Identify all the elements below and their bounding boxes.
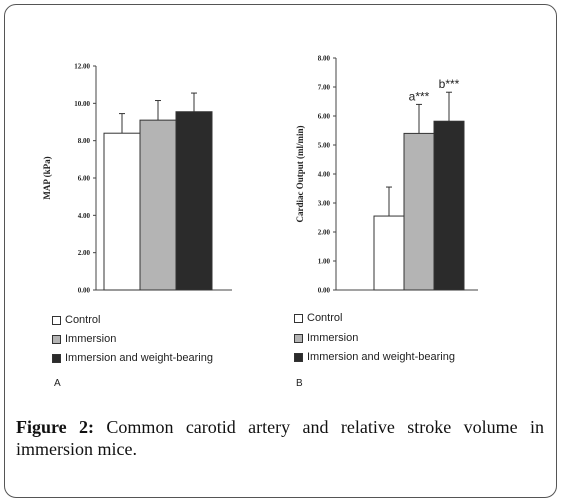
panel-a-bar bbox=[103, 132, 141, 291]
panel-b-tick-label: 6.00 bbox=[318, 113, 331, 121]
panel-b-bar bbox=[373, 215, 405, 291]
panel-a-bar bbox=[139, 119, 177, 291]
legend-item-weight-bearing-b: Immersion and weight-bearing bbox=[294, 351, 455, 363]
panel-a-tick-label: 4.00 bbox=[78, 212, 91, 220]
panel-label-b: B bbox=[296, 378, 303, 389]
caption-text: Common carotid artery and relative strok… bbox=[16, 417, 545, 459]
panel-b-tick-label: 1.00 bbox=[318, 258, 331, 266]
figure-frame bbox=[4, 4, 557, 498]
legend-item-control-a: Control bbox=[52, 314, 100, 326]
legend-swatch bbox=[294, 313, 303, 323]
panel-a-y-axis-label: MAP (kPa) bbox=[42, 156, 52, 199]
panel-a-tick-label: 8.00 bbox=[78, 137, 91, 145]
legend-label: Immersion bbox=[307, 332, 359, 344]
legend-swatch bbox=[294, 352, 303, 362]
legend-item-control-b: Control bbox=[294, 312, 342, 324]
legend-label: Immersion and weight-bearing bbox=[307, 351, 455, 363]
panel-b-tick-label: 7.00 bbox=[318, 84, 331, 92]
figure-caption: Figure 2: Common carotid artery and rela… bbox=[16, 416, 544, 460]
panel-a-bar bbox=[175, 111, 213, 291]
panel-b-tick-label: 5.00 bbox=[318, 142, 331, 150]
panel-b-tick-label: 0.00 bbox=[318, 287, 331, 295]
panel-b-bar bbox=[433, 120, 465, 291]
legend-item-weight-bearing-a: Immersion and weight-bearing bbox=[52, 352, 213, 364]
panel-b-y-axis-label: Cardiac Output (ml/min) bbox=[295, 125, 305, 222]
panel-a-tick-label: 12.00 bbox=[74, 63, 90, 71]
panel-b-tick-label: 3.00 bbox=[318, 200, 331, 208]
legend-item-immersion-b: Immersion bbox=[294, 332, 358, 344]
panel-a-tick-label: 10.00 bbox=[74, 100, 90, 108]
panel-b-significance-label: a*** bbox=[409, 89, 430, 103]
caption-label: Figure 2: bbox=[16, 417, 95, 437]
legend-swatch bbox=[52, 334, 61, 344]
legend-item-immersion-a: Immersion bbox=[52, 333, 116, 345]
legend-swatch bbox=[294, 333, 303, 343]
panel-b-tick-label: 4.00 bbox=[318, 171, 331, 179]
panel-label-a: A bbox=[54, 378, 61, 389]
panel-b-significance-label: b*** bbox=[439, 77, 460, 91]
panel-b-bar bbox=[403, 132, 435, 291]
legend-label: Control bbox=[65, 314, 101, 326]
legend-label: Control bbox=[307, 312, 343, 324]
legend-swatch bbox=[52, 353, 61, 363]
panel-b-tick-label: 8.00 bbox=[318, 55, 331, 63]
panel-a-tick-label: 0.00 bbox=[78, 287, 91, 295]
panel-b-tick-label: 2.00 bbox=[318, 229, 331, 237]
panel-a-tick-label: 6.00 bbox=[78, 175, 91, 183]
legend-label: Immersion bbox=[65, 333, 117, 345]
legend-swatch bbox=[52, 315, 61, 325]
legend-label: Immersion and weight-bearing bbox=[65, 352, 213, 364]
panel-a-tick-label: 2.00 bbox=[78, 249, 91, 257]
